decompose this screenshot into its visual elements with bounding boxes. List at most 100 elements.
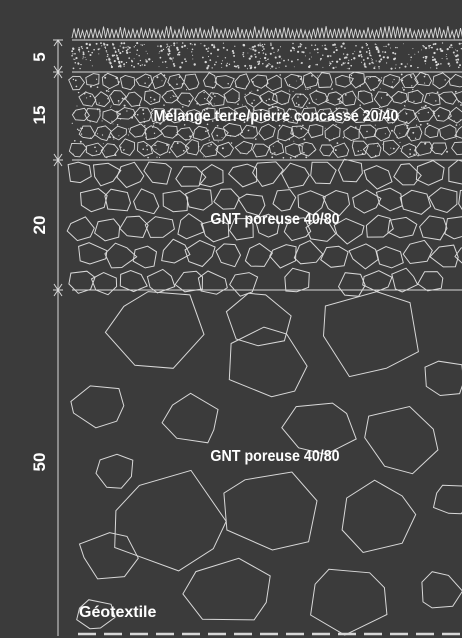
soil-speck (258, 62, 260, 64)
soil-speck (406, 127, 409, 129)
soil-speck (157, 128, 159, 130)
soil-speck (434, 60, 438, 64)
soil-speck (378, 65, 380, 68)
gravel-stone (215, 243, 242, 268)
soil-speck (262, 62, 264, 65)
soil-speck (402, 43, 404, 45)
soil-speck (232, 51, 235, 55)
soil-speck (342, 111, 345, 114)
soil-speck (167, 110, 169, 112)
crushed-stone (332, 107, 348, 124)
soil-speck (305, 105, 307, 107)
soil-speck (143, 43, 145, 46)
soil-speck (274, 152, 276, 154)
soil-speck (79, 67, 81, 70)
soil-speck (106, 55, 108, 58)
soil-speck (159, 56, 162, 59)
soil-speck (181, 42, 184, 44)
crushed-stone (309, 90, 329, 106)
soil-speck (311, 56, 313, 58)
soil-speck (369, 51, 371, 53)
soil-speck (154, 136, 156, 138)
soil-speck (413, 100, 415, 102)
crushed-stone (94, 91, 111, 108)
soil-speck (432, 110, 435, 113)
crushed-stone (437, 91, 458, 105)
soil-speck (247, 151, 249, 152)
soil-speck (326, 55, 330, 58)
soil-speck (258, 60, 261, 63)
soil-speck (168, 49, 171, 53)
soil-speck (214, 109, 216, 111)
soil-speck (425, 63, 426, 65)
soil-speck (228, 63, 231, 66)
soil-speck (227, 83, 229, 85)
soil-speck (209, 102, 212, 104)
soil-speck (91, 65, 93, 67)
soil-speck (377, 49, 380, 52)
soil-speck (161, 80, 163, 82)
soil-speck (205, 130, 207, 133)
large-gravel-stone (78, 532, 139, 580)
soil-speck (453, 120, 455, 122)
gravel-stone (237, 193, 266, 217)
soil-speck (431, 147, 433, 149)
soil-speck (127, 46, 129, 48)
soil-speck (332, 44, 335, 46)
soil-speck (440, 63, 442, 65)
soil-speck (200, 116, 203, 118)
soil-speck (378, 106, 381, 108)
soil-speck (400, 147, 402, 149)
gravel-stone (133, 188, 160, 215)
soil-speck (310, 118, 312, 120)
soil-speck (295, 80, 297, 82)
soil-speck (78, 48, 81, 51)
gravel-stone (283, 217, 312, 242)
soil-speck (299, 93, 302, 96)
soil-speck (153, 122, 155, 125)
soil-speck (447, 62, 450, 65)
soil-speck (74, 79, 77, 82)
soil-speck (247, 52, 249, 54)
crushed-stone (68, 142, 88, 158)
soil-speck (72, 47, 75, 51)
soil-speck (151, 112, 153, 114)
soil-speck (172, 57, 174, 59)
soil-speck (332, 66, 335, 70)
soil-speck (325, 48, 328, 51)
soil-speck (330, 111, 332, 113)
crushed-stone (250, 74, 269, 89)
soil-speck (264, 118, 266, 120)
soil-speck (399, 132, 401, 134)
soil-speck (392, 81, 394, 83)
soil-speck (181, 61, 184, 64)
crushed-stone (137, 140, 154, 157)
soil-speck (457, 59, 459, 61)
crushed-stone (215, 141, 235, 158)
soil-speck (207, 50, 209, 53)
soil-speck (143, 118, 145, 120)
soil-speck (203, 44, 206, 47)
soil-speck (127, 48, 129, 51)
soil-speck (249, 91, 251, 94)
crushed-stone (109, 90, 127, 106)
gravel-stone (132, 245, 158, 269)
soil-speck (113, 144, 115, 146)
soil-speck (382, 56, 385, 59)
soil-speck (166, 144, 169, 146)
soil-speck (459, 124, 460, 126)
soil-speck (113, 54, 116, 57)
crushed-stone (438, 124, 457, 141)
soil-speck (164, 115, 167, 118)
soil-speck (293, 50, 295, 52)
soil-speck (374, 66, 376, 68)
soil-speck (120, 60, 123, 63)
soil-speck (430, 67, 432, 69)
soil-speck (324, 44, 326, 47)
soil-speck (238, 97, 240, 100)
soil-speck (130, 64, 133, 67)
gravel-stone (197, 270, 228, 295)
soil-speck (316, 63, 318, 66)
soil-speck (290, 116, 292, 118)
soil-speck (412, 48, 414, 50)
